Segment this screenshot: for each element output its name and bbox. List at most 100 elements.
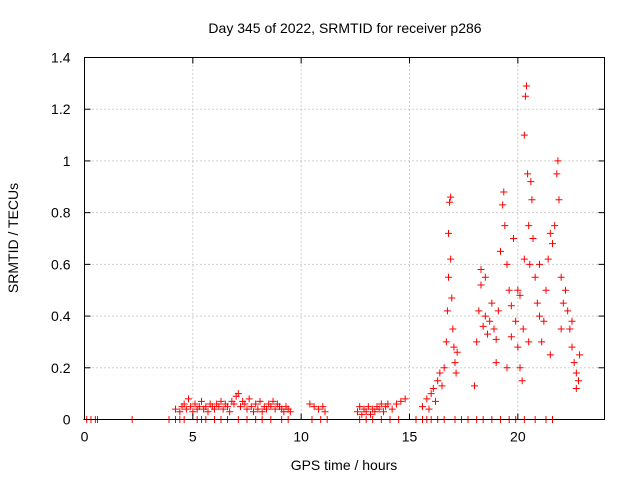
data-point xyxy=(477,281,485,289)
data-point xyxy=(172,405,179,413)
data-point xyxy=(546,351,554,359)
data-point xyxy=(263,405,270,413)
data-point xyxy=(503,364,511,372)
data-point xyxy=(524,170,532,178)
data-point xyxy=(271,405,279,413)
data-point xyxy=(500,188,508,196)
data-point xyxy=(258,408,266,416)
data-point xyxy=(427,390,435,398)
data-point xyxy=(452,369,460,377)
data-point xyxy=(438,382,446,390)
data-point xyxy=(575,377,582,385)
data-point xyxy=(568,343,576,351)
data-point xyxy=(380,408,387,416)
data-point xyxy=(219,405,227,413)
data-point xyxy=(393,400,400,408)
data-point xyxy=(388,405,396,413)
data-point xyxy=(315,405,322,413)
data-point xyxy=(254,405,262,413)
data-point xyxy=(494,307,502,315)
data-point xyxy=(436,369,444,377)
data-point xyxy=(234,390,242,398)
data-point xyxy=(252,400,260,408)
data-point xyxy=(256,397,264,405)
data-point xyxy=(555,196,563,204)
data-point xyxy=(447,255,455,263)
data-point xyxy=(367,410,374,418)
y-tick-label: 1.4 xyxy=(51,50,71,66)
data-point xyxy=(434,377,442,385)
data-point xyxy=(525,222,533,230)
data-point xyxy=(503,260,511,268)
data-point xyxy=(443,307,451,315)
data-point xyxy=(245,395,253,403)
data-point xyxy=(549,240,556,248)
data-point xyxy=(486,317,494,325)
y-tick-label: 0.6 xyxy=(51,256,71,272)
data-point xyxy=(226,408,234,416)
data-point xyxy=(356,403,364,411)
data-point xyxy=(202,403,210,411)
data-point xyxy=(224,403,231,411)
data-point xyxy=(499,201,507,209)
data-point xyxy=(358,410,366,418)
data-point xyxy=(377,400,385,408)
y-tick-label: 1.2 xyxy=(51,101,71,117)
data-point xyxy=(481,312,489,320)
data-point xyxy=(521,92,529,100)
x-tick-label: 10 xyxy=(293,429,309,445)
data-point xyxy=(488,299,496,307)
data-point xyxy=(507,302,515,310)
data-point xyxy=(187,403,195,411)
x-axis-label: GPS time / hours xyxy=(291,457,398,473)
data-point xyxy=(557,325,565,333)
data-point xyxy=(362,408,370,416)
data-point xyxy=(526,260,534,268)
data-point xyxy=(446,198,454,206)
data-point xyxy=(519,325,527,333)
data-point xyxy=(540,317,548,325)
data-point xyxy=(354,408,361,416)
x-tick-label: 20 xyxy=(510,429,526,445)
data-point xyxy=(445,273,452,281)
y-tick-label: 0.4 xyxy=(51,308,71,324)
data-point xyxy=(185,395,192,403)
axis-ticks xyxy=(84,57,605,420)
data-point xyxy=(250,408,257,416)
chart-title: Day 345 of 2022, SRMTID for receiver p28… xyxy=(208,20,481,36)
data-point xyxy=(319,403,327,411)
data-point xyxy=(375,405,383,413)
data-point xyxy=(447,193,455,201)
data-point xyxy=(551,222,559,230)
x-tick-label: 5 xyxy=(189,429,197,445)
data-point xyxy=(442,338,450,346)
data-point xyxy=(440,364,448,372)
data-point xyxy=(306,400,314,408)
data-point xyxy=(484,330,491,338)
data-point xyxy=(505,286,513,294)
y-tick-label: 0 xyxy=(63,412,71,428)
data-point xyxy=(477,266,485,274)
data-point xyxy=(182,405,190,413)
y-axis-label: SRMTID / TECUs xyxy=(5,183,21,293)
y-tick-label: 1 xyxy=(63,153,71,169)
data-point xyxy=(536,312,543,320)
data-point xyxy=(195,403,203,411)
data-point xyxy=(449,325,457,333)
data-point xyxy=(321,408,329,416)
data-point xyxy=(572,369,580,377)
x-tick-label: 15 xyxy=(402,429,418,445)
data-point xyxy=(516,291,524,299)
data-point xyxy=(557,273,565,281)
data-point xyxy=(492,335,500,343)
data-point xyxy=(425,405,433,413)
data-point xyxy=(481,273,489,281)
data-point xyxy=(180,400,188,408)
data-point xyxy=(572,384,580,392)
data-point xyxy=(237,403,244,411)
plot-frame xyxy=(84,57,605,420)
data-point xyxy=(191,400,199,408)
data-point xyxy=(204,408,212,416)
data-point xyxy=(490,325,498,333)
